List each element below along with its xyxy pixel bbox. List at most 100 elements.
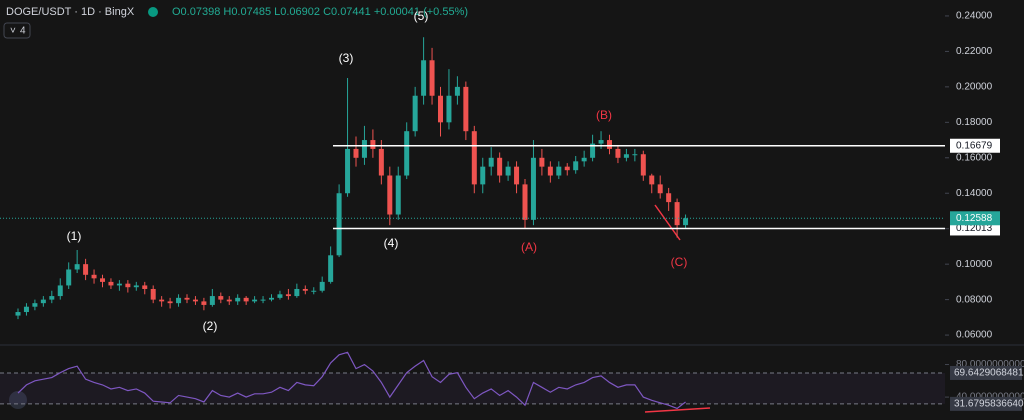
candle-body: [623, 154, 629, 158]
candle-body: [556, 166, 562, 176]
price-label-box: [950, 138, 1000, 153]
wave-label: (2): [203, 319, 218, 333]
candle-body: [319, 281, 325, 291]
wave-label: (5): [414, 9, 429, 23]
candle-body: [547, 166, 553, 176]
candle-body: [192, 299, 198, 302]
candle-body: [66, 269, 72, 286]
last-price-label: 0.12588: [956, 213, 993, 224]
candle-body: [91, 274, 97, 279]
ohlc-readout: O0.07398 H0.07485 L0.06902 C0.07441 +0.0…: [172, 6, 468, 18]
candle-body: [57, 285, 63, 297]
wave-label: (4): [384, 236, 399, 250]
candle-body: [345, 148, 351, 194]
candle-body: [370, 140, 376, 149]
candle-body: [125, 283, 131, 288]
trend-line: [654, 204, 681, 241]
band-label-box: [950, 365, 1022, 380]
candle-body: [615, 148, 621, 158]
candle-body: [40, 299, 46, 304]
candle-body: [463, 86, 469, 132]
candle-body: [446, 95, 452, 123]
candle-body: [83, 264, 89, 275]
y-tick-label: 0.06000: [956, 330, 993, 341]
rsi-band-label: 69.6429068481: [954, 368, 1024, 379]
candle-body: [598, 140, 604, 144]
candle-body: [142, 285, 148, 289]
candle-body: [590, 143, 596, 158]
candle-body: [657, 184, 663, 194]
candle-body: [100, 278, 105, 282]
level-label: 0.16679: [956, 140, 993, 151]
y-tick-label: 0.10000: [956, 259, 993, 270]
rsi-line: [17, 351, 686, 410]
rsi-band-fill: [0, 372, 945, 404]
candle-body: [328, 255, 334, 282]
candle-body: [150, 288, 156, 300]
candle-body: [539, 157, 545, 167]
candle-body: [438, 95, 443, 123]
candle-body: [269, 297, 274, 300]
candle-body: [564, 166, 570, 171]
candle-body: [421, 60, 427, 96]
candle-body: [302, 288, 308, 291]
rsi-band-label: 31.6795836640: [954, 399, 1024, 410]
candle-body: [522, 184, 528, 220]
chart-title: DOGE/USDT · 1D · BingX: [6, 6, 135, 18]
candle-body: [49, 296, 55, 300]
candle-body: [159, 299, 165, 302]
candle-body: [108, 281, 114, 286]
wave-label: (1): [67, 229, 82, 243]
candle-body: [353, 148, 359, 158]
candle-body: [167, 301, 173, 304]
candle-body: [666, 193, 672, 203]
candle-body: [607, 140, 612, 149]
y-tick-label: 0.16000: [956, 152, 993, 163]
rsi-trend-line: [644, 407, 711, 413]
candle-body: [218, 296, 224, 300]
candle-body: [277, 294, 283, 298]
level-label: 0.12013: [956, 223, 993, 234]
visibility-icon[interactable]: [148, 7, 158, 17]
candle-body: [209, 296, 215, 305]
candle-body: [201, 301, 207, 305]
candle-body: [632, 154, 638, 156]
candle-body: [429, 60, 435, 96]
candle-body: [235, 297, 241, 302]
candle-body: [683, 218, 689, 226]
y-tick-label: 0.08000: [956, 294, 993, 305]
y-tick-label: 0.20000: [956, 82, 993, 93]
candle-body: [581, 157, 587, 162]
indicator-count: 4: [20, 26, 26, 37]
candle-body: [32, 303, 38, 307]
candle-body: [404, 131, 410, 176]
candle-body: [480, 166, 486, 185]
candle-body: [226, 299, 232, 302]
rsi-tick-label: 80.0000000000: [956, 359, 1024, 370]
wave-label: (3): [339, 51, 354, 65]
wave-label: (B): [596, 108, 612, 122]
candle-body: [497, 157, 503, 176]
candle-body: [674, 202, 680, 226]
candle-body: [412, 95, 418, 132]
candle-body: [252, 299, 258, 302]
candle-body: [311, 290, 317, 292]
candle-body: [395, 175, 401, 215]
indicator-toggle[interactable]: [3, 22, 31, 39]
y-tick-label: 0.14000: [956, 188, 993, 199]
candle-body: [285, 294, 291, 297]
candle-body: [23, 306, 29, 313]
indicator-chevron: ˅: [10, 26, 16, 37]
candle-body: [260, 299, 266, 301]
candle-body: [336, 193, 342, 256]
candle-body: [74, 264, 80, 270]
candle-body: [530, 157, 536, 220]
y-tick-label: 0.24000: [956, 11, 993, 22]
candle-body: [378, 148, 384, 176]
band-label-box: [950, 396, 1022, 411]
candle-body: [573, 161, 579, 171]
candle-body: [116, 283, 122, 286]
logo[interactable]: [9, 391, 27, 409]
candle-body: [649, 175, 655, 185]
